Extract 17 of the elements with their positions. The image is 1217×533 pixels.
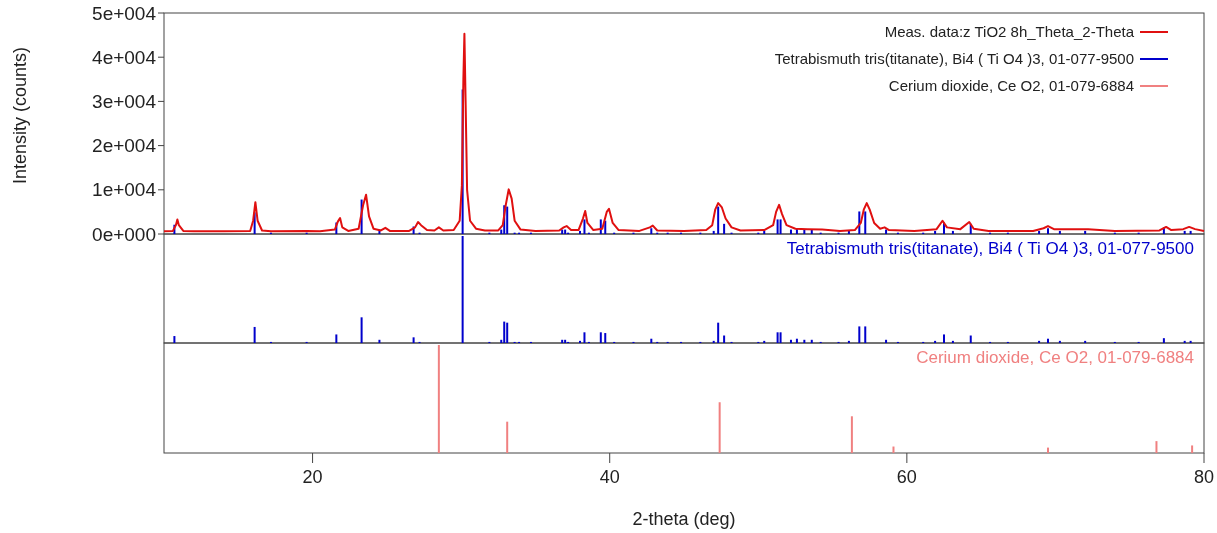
y-tick-label: 4e+004 xyxy=(92,46,157,68)
legend-label: Meas. data:z TiO2 8h_Theta_2-Theta xyxy=(884,23,1135,40)
y-tick-label: 0e+000 xyxy=(92,223,156,245)
x-axis-title: 2-theta (deg) xyxy=(632,509,736,529)
text: Cerium dioxide, Ce O2, 01-079-6884 xyxy=(916,348,1194,367)
y-tick-label: 2e+004 xyxy=(92,135,157,157)
text: Cerium dioxide, Ce O2, 01-079-6884 xyxy=(888,77,1134,94)
x-tick-label: 80 xyxy=(1193,467,1215,487)
y-axis-title: Intensity (counts) xyxy=(10,46,30,185)
x-tick-label: 40 xyxy=(599,467,620,487)
x-tick-label: 60 xyxy=(896,467,917,487)
y-tick-label: 1e+004 xyxy=(92,179,157,201)
x-tick-label: 20 xyxy=(302,467,323,487)
y-tick-label: 3e+004 xyxy=(92,91,157,113)
text: Tetrabismuth tris(titanate), Bi4 ( Ti O4 )3, 01-077-9500 xyxy=(786,239,1194,258)
y-tick-label: 5e+004 xyxy=(92,2,157,24)
legend-label: Tetrabismuth tris(titanate), Bi4 ( Ti O4 )3, 01-077-9500 xyxy=(774,50,1134,67)
